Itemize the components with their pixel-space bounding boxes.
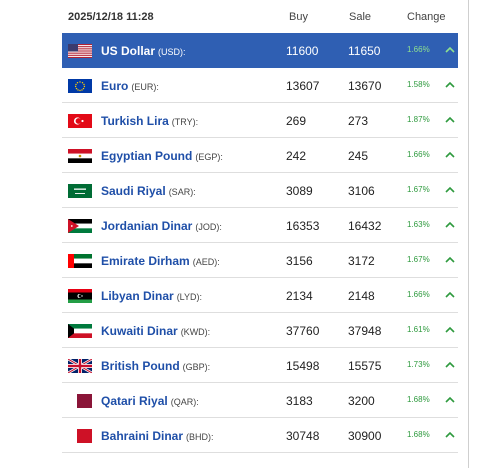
change-value: 1.58% [407,80,430,89]
currency-row-usd[interactable]: US Dollar (USD): 11600 11650 1.66% [62,33,458,68]
change-value: 1.61% [407,325,430,334]
up-arrow-icon [445,221,455,228]
uae-flag-icon [68,254,92,268]
buy-value: 13607 [286,79,320,93]
sale-value: 30900 [348,429,382,443]
currency-row-bhd[interactable]: Bahraini Dinar (BHD): 30748 30900 1.68% [62,418,458,453]
up-arrow-icon [445,46,455,53]
sale-column-header: Sale [349,11,372,23]
sale-value: 37948 [348,324,382,338]
change-value: 1.66% [407,290,430,299]
buy-value: 3156 [286,254,313,268]
sale-value: 273 [348,114,369,128]
jordan-flag-icon [68,219,92,233]
sale-value: 3106 [348,184,375,198]
buy-value: 15498 [286,359,320,373]
eu-flag-icon [68,79,92,93]
change-value: 1.66% [407,45,430,54]
up-arrow-icon [445,186,455,193]
up-arrow-icon [445,116,455,123]
buy-value: 16353 [286,219,320,233]
bahrain-flag-icon [77,429,92,443]
up-arrow-icon [445,431,455,438]
egypt-flag-icon [68,149,92,163]
change-value: 1.68% [407,430,430,439]
up-arrow-icon [445,361,455,368]
currency-row-egp[interactable]: Egyptian Pound (EGP): 242 245 1.66% [62,138,458,173]
sale-value: 2148 [348,289,375,303]
change-value: 1.87% [407,115,430,124]
buy-column-header: Buy [289,11,308,23]
buy-value: 269 [286,114,307,128]
sale-value: 11650 [348,44,381,58]
currency-name: Emirate Dirham (AED): [101,254,220,268]
currency-row-lyd[interactable]: Libyan Dinar (LYD): 2134 2148 1.66% [62,278,458,313]
buy-value: 2134 [286,289,313,303]
libya-flag-icon [68,289,92,303]
up-arrow-icon [445,326,455,333]
buy-value: 3183 [286,394,313,408]
change-value: 1.66% [407,150,430,159]
kuwait-flag-icon [68,324,92,338]
sale-value: 13670 [348,79,382,93]
up-arrow-icon [445,291,455,298]
buy-value: 37760 [286,324,320,338]
up-arrow-icon [445,256,455,263]
sale-value: 15575 [348,359,382,373]
currency-name: Euro (EUR): [101,79,159,93]
currency-row-jod[interactable]: Jordanian Dinar (JOD): 16353 16432 1.63% [62,208,458,243]
currency-name: Saudi Riyal (SAR): [101,184,196,198]
currency-name: Egyptian Pound (EGP): [101,149,223,163]
currency-row-qar[interactable]: Qatari Riyal (QAR): 3183 3200 1.68% [62,383,458,418]
change-value: 1.68% [407,395,430,404]
currency-name: Kuwaiti Dinar (KWD): [101,324,211,338]
currency-name: Turkish Lira (TRY): [101,114,199,128]
saudi-flag-icon [68,184,92,198]
buy-value: 3089 [286,184,313,198]
change-column-header: Change [407,11,446,23]
us-flag-icon [68,44,92,58]
uk-flag-icon [68,359,92,373]
currency-table: US Dollar (USD): 11600 11650 1.66% Euro (E… [62,33,458,453]
currency-row-gbp[interactable]: British Pound (GBP): 15498 15575 1.73% [62,348,458,383]
currency-name: British Pound (GBP): [101,359,211,373]
change-value: 1.67% [407,255,430,264]
currency-row-sar[interactable]: Saudi Riyal (SAR): 3089 3106 1.67% [62,173,458,208]
qatar-flag-icon [77,394,92,408]
sale-value: 3172 [348,254,375,268]
currency-name: Qatari Riyal (QAR): [101,394,199,408]
up-arrow-icon [445,151,455,158]
currency-name: Bahraini Dinar (BHD): [101,429,214,443]
currency-name: US Dollar (USD): [101,44,186,58]
buy-value: 11600 [286,44,319,58]
buy-value: 30748 [286,429,320,443]
update-datetime: 2025/12/18 11:28 [68,11,154,23]
currency-row-aed[interactable]: Emirate Dirham (AED): 3156 3172 1.67% [62,243,458,278]
currency-row-try[interactable]: Turkish Lira (TRY): 269 273 1.87% [62,103,458,138]
up-arrow-icon [445,81,455,88]
currency-name: Libyan Dinar (LYD): [101,289,203,303]
sale-value: 3200 [348,394,375,408]
currency-row-eur[interactable]: Euro (EUR): 13607 13670 1.58% [62,68,458,103]
page-divider [468,0,469,468]
sale-value: 16432 [348,219,382,233]
up-arrow-icon [445,396,455,403]
turkey-flag-icon [68,114,92,128]
sale-value: 245 [348,149,369,163]
buy-value: 242 [286,149,307,163]
change-value: 1.73% [407,360,430,369]
table-header: 2025/12/18 11:28 Buy Sale Change [62,0,458,33]
change-value: 1.67% [407,185,430,194]
change-value: 1.63% [407,220,430,229]
currency-name: Jordanian Dinar (JOD): [101,219,222,233]
currency-row-kwd[interactable]: Kuwaiti Dinar (KWD): 37760 37948 1.61% [62,313,458,348]
